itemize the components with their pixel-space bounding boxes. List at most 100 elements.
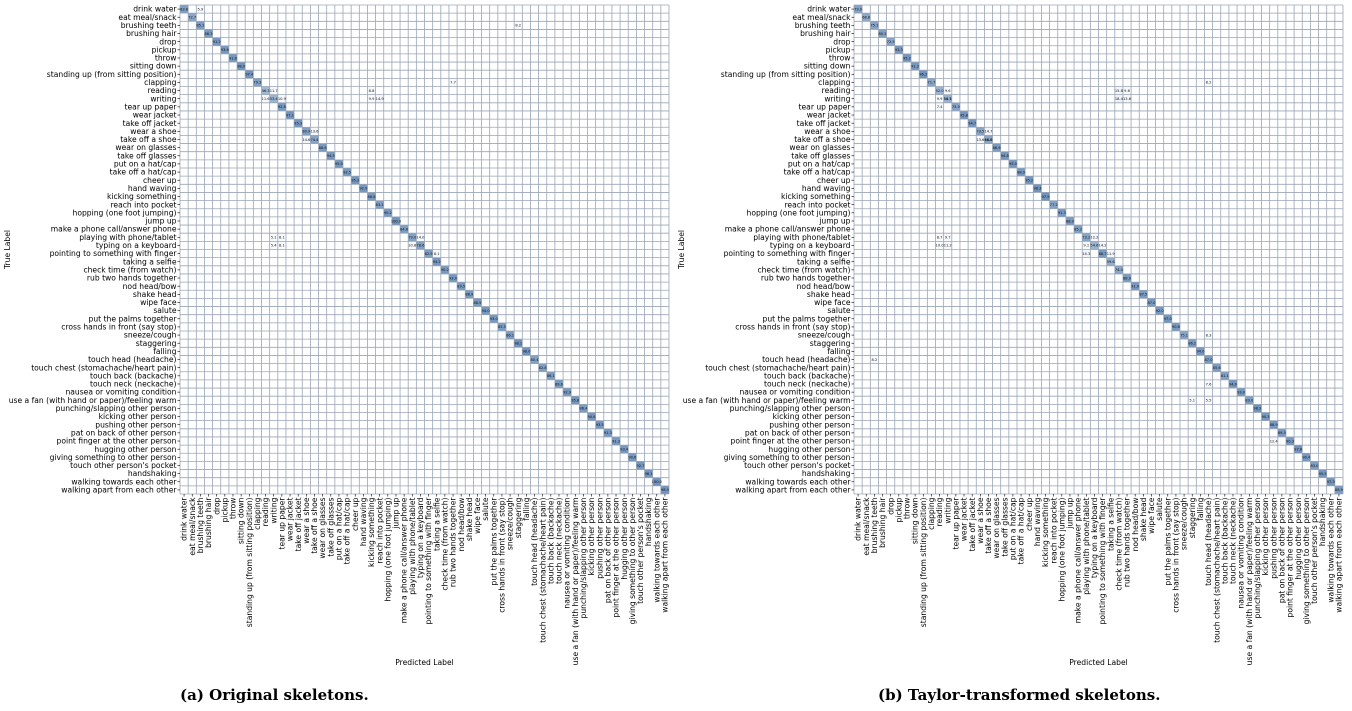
cell-value-label: 97.4 bbox=[245, 73, 254, 77]
cell-value-label: 5.1 bbox=[1189, 399, 1195, 403]
cell-value-label: 90.8 bbox=[588, 415, 597, 419]
cell-value-label: 100.0 bbox=[652, 480, 663, 484]
x-tick-label: tear up paper bbox=[951, 497, 960, 550]
y-tick-label: salute bbox=[827, 306, 851, 315]
heatmap-cell bbox=[587, 412, 596, 421]
y-tick-label: put on a hat/cap bbox=[788, 160, 851, 169]
x-tick-label: brushing teeth bbox=[196, 497, 205, 553]
x-tick-label: walking towards each other bbox=[1326, 497, 1335, 603]
cell-value-label: 75.1 bbox=[1180, 333, 1188, 337]
x-tick-label: brushing teeth bbox=[870, 497, 879, 553]
x-tick-label: take off glasses bbox=[326, 497, 335, 556]
heatmap-cell bbox=[448, 273, 458, 283]
cell-value-label: 9.9 bbox=[369, 97, 375, 101]
heatmap-cell bbox=[1171, 322, 1180, 331]
y-tick-label: touch head (headache) bbox=[762, 355, 850, 364]
cell-value-label: 95.2 bbox=[903, 56, 911, 60]
caption-b: (b) Taylor-transformed skeletons. bbox=[878, 686, 1161, 704]
cell-value-label: 97.9 bbox=[1042, 195, 1051, 199]
x-tick-label: pointing to something with finger bbox=[424, 497, 433, 625]
cell-value-label: 81.1 bbox=[1221, 374, 1229, 378]
heatmap-cell bbox=[1204, 331, 1213, 340]
x-tick-label: wipe face bbox=[1147, 497, 1156, 534]
cell-value-label: 88.9 bbox=[1335, 488, 1344, 492]
x-tick-label: sitting down bbox=[237, 497, 246, 544]
heatmap-cell bbox=[1065, 216, 1075, 226]
heatmap-cell bbox=[1122, 94, 1132, 103]
heatmap-cell bbox=[180, 5, 189, 14]
cell-value-label: 97.3 bbox=[1327, 480, 1335, 484]
heatmap-cell bbox=[196, 5, 205, 14]
x-tick-label: brushing hair bbox=[204, 497, 213, 548]
x-axis-title: Predicted Label bbox=[1069, 658, 1128, 667]
cell-value-label: 90.2 bbox=[441, 268, 449, 272]
y-tick-label: throw bbox=[829, 54, 851, 63]
y-tick-label: hopping (one foot jumping) bbox=[73, 208, 177, 217]
y-tick-label: hugging other person bbox=[768, 445, 850, 454]
x-tick-label: reading bbox=[261, 497, 270, 526]
cell-value-label: 10.8 bbox=[408, 244, 417, 248]
x-tick-label: touch head (headache) bbox=[530, 497, 539, 585]
cell-value-label: 10.9 bbox=[278, 97, 287, 101]
y-tick-label: touch other person's pocket bbox=[744, 461, 850, 470]
heatmap-cell bbox=[1245, 396, 1254, 405]
x-tick-label: sneeze/cough bbox=[506, 497, 515, 550]
x-tick-label: throw bbox=[903, 498, 912, 520]
cell-value-label: 91.3 bbox=[612, 439, 620, 443]
cell-value-label: 88.3 bbox=[205, 32, 213, 36]
cell-value-label: 100.0 bbox=[391, 219, 402, 223]
heatmap-cell bbox=[1098, 241, 1107, 250]
y-tick-label: cross hands in front (say stop) bbox=[61, 323, 176, 332]
heatmap-cell bbox=[1204, 355, 1213, 364]
cell-value-label: 84.6 bbox=[400, 227, 409, 231]
y-tick-label: tear up paper bbox=[799, 102, 852, 111]
heatmap-cell bbox=[984, 135, 993, 144]
cell-value-label: 46.3 bbox=[262, 89, 270, 93]
heatmap-cell bbox=[277, 102, 286, 111]
y-tick-label: cross hands in front (say stop) bbox=[735, 323, 850, 332]
y-tick-label: touch neck (neckache) bbox=[90, 380, 177, 389]
cell-value-label: 78.6 bbox=[416, 244, 425, 248]
heatmap-cell bbox=[310, 127, 319, 136]
cell-value-label: 88.7 bbox=[1099, 252, 1107, 256]
x-tick-label: walking apart from each other bbox=[661, 497, 670, 613]
cell-value-label: 90.2 bbox=[384, 211, 392, 215]
cell-value-label: 94.8 bbox=[1001, 154, 1010, 158]
x-tick-label: pushing other person bbox=[1269, 497, 1278, 578]
y-tick-label: playing with phone/tablet bbox=[79, 233, 176, 242]
heatmap-cell bbox=[204, 29, 213, 38]
heatmap-cell bbox=[261, 86, 270, 95]
x-tick-label: take off a hat/cap bbox=[1017, 497, 1026, 564]
heatmap-cell bbox=[253, 78, 262, 87]
heatmap-cell bbox=[886, 37, 895, 46]
heatmap-cell bbox=[862, 13, 871, 22]
cell-value-label: 68.8 bbox=[984, 138, 993, 142]
y-tick-label: brushing teeth bbox=[121, 21, 177, 30]
cell-value-label: 91.8 bbox=[229, 56, 238, 60]
x-tick-label: handshaking bbox=[644, 497, 653, 546]
x-tick-label: eat meal/snack bbox=[188, 497, 197, 556]
y-tick-label: shake head bbox=[133, 290, 177, 299]
x-tick-label: touch head (headache) bbox=[1204, 497, 1213, 585]
x-tick-label: giving something to other person bbox=[1302, 497, 1311, 624]
y-tick-label: eat meal/snack bbox=[792, 13, 851, 22]
x-tick-label: cheer up bbox=[1025, 497, 1034, 531]
y-tick-label: shake head bbox=[807, 290, 851, 299]
y-tick-label: cheer up bbox=[143, 176, 177, 185]
x-tick-label: punching/slapping other person bbox=[579, 497, 588, 618]
cell-value-label: 94.0 bbox=[1196, 350, 1205, 354]
y-tick-label: touch other person's pocket bbox=[70, 461, 176, 470]
y-tick-label: punching/slapping other person bbox=[56, 404, 177, 413]
y-tick-label: touch neck (neckache) bbox=[764, 380, 851, 389]
heatmap-cell bbox=[1277, 428, 1286, 437]
y-tick-label: giving something to other person bbox=[724, 453, 851, 462]
y-tick-label: hand waving bbox=[802, 184, 851, 193]
heatmap-cell bbox=[935, 241, 944, 250]
heatmap-cell bbox=[538, 363, 547, 372]
cell-value-label: 86.4 bbox=[579, 407, 588, 411]
cell-value-label: 9.6 bbox=[1124, 89, 1130, 93]
heatmap-cell bbox=[440, 265, 449, 274]
y-tick-label: giving something to other person bbox=[50, 453, 177, 462]
y-tick-label: hand waving bbox=[128, 184, 177, 193]
y-tick-label: touch back (backache) bbox=[90, 371, 176, 380]
